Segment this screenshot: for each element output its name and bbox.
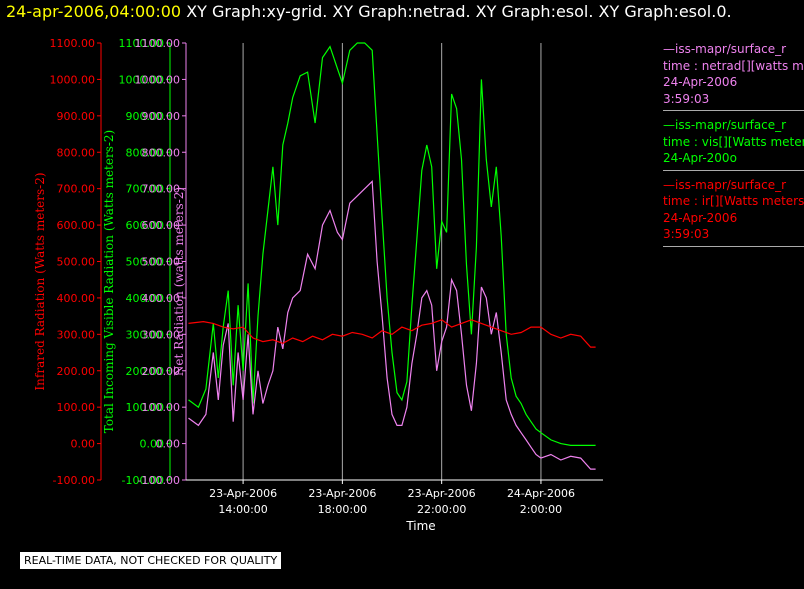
y-tick-label-vis: 300.00 — [126, 328, 165, 341]
y-tick-label-vis: 800.00 — [126, 146, 165, 159]
title-graph-list: XY Graph:xy-grid. XY Graph:netrad. XY Gr… — [186, 2, 732, 21]
series-line-ir — [188, 319, 596, 348]
series-line-net — [188, 180, 596, 470]
y-tick-label-vis: 600.00 — [126, 219, 165, 232]
title-bar: 24-apr-2006,04:00:00 XY Graph:xy-grid. X… — [6, 2, 732, 21]
series-line-vis — [188, 42, 596, 446]
y-tick-label-net: 500.00 — [142, 256, 181, 269]
y-tick-label-vis: -100.00 — [122, 474, 164, 487]
y-tick-label-ir: 0.00 — [71, 438, 96, 451]
y-tick-label-ir: 900.00 — [57, 110, 96, 123]
legend-entry-text: time : ir[][Watts meters — [663, 194, 804, 208]
y-tick-label-vis: 500.00 — [126, 256, 165, 269]
y-tick-label-net: 0.00 — [156, 438, 181, 451]
x-tick-date-1: 23-Apr-2006 — [308, 487, 376, 500]
y-tick-label-ir: 700.00 — [57, 183, 96, 196]
y-tick-label-vis: 1100.00 — [119, 37, 165, 50]
y-tick-label-ir: 500.00 — [57, 256, 96, 269]
x-tick-time-1: 18:00:00 — [318, 503, 367, 516]
y-axis-title-vis: Total Incoming Visible Radiation (Watts … — [102, 130, 116, 434]
x-tick-date-2: 23-Apr-2006 — [408, 487, 476, 500]
x-tick-time-0: 14:00:00 — [218, 503, 267, 516]
y-tick-label-net: 400.00 — [142, 292, 181, 305]
y-tick-label-ir: 1000.00 — [50, 73, 96, 86]
y-tick-label-vis: 100.00 — [126, 401, 165, 414]
y-tick-label-vis: 400.00 — [126, 292, 165, 305]
x-tick-date-0: 23-Apr-2006 — [209, 487, 277, 500]
y-axis-title-net: Net Radiation (watts meters-2) — [172, 187, 186, 376]
legend-entry-text: 3:59:03 — [663, 227, 710, 241]
legend-entry-text: time : netrad[][watts m — [663, 58, 804, 73]
y-tick-label-vis: 700.00 — [126, 183, 165, 196]
y-tick-label-net: 900.00 — [142, 110, 181, 123]
y-tick-label-ir: 100.00 — [57, 401, 96, 414]
y-tick-label-ir: 300.00 — [57, 328, 96, 341]
y-axis-title-ir: Infrared Radiation (Watts meters-2) — [33, 172, 47, 390]
y-tick-label-net: 800.00 — [142, 146, 181, 159]
x-tick-time-3: 2:00:00 — [520, 503, 562, 516]
y-tick-label-vis: 1000.00 — [119, 73, 165, 86]
y-tick-label-vis: 0.00 — [140, 438, 165, 451]
y-tick-label-net: 1000.00 — [135, 73, 181, 86]
y-tick-label-net: -100.00 — [138, 474, 180, 487]
y-tick-label-vis: 200.00 — [126, 365, 165, 378]
y-tick-label-vis: 900.00 — [126, 110, 165, 123]
y-tick-label-net: 600.00 — [142, 219, 181, 232]
y-tick-label-net: 700.00 — [142, 183, 181, 196]
title-timestamp: 24-apr-2006,04:00:00 — [6, 2, 182, 21]
y-tick-label-net: 200.00 — [142, 365, 181, 378]
legend-entry-text: —iss-mapr/surface_r — [663, 177, 787, 192]
legend-entry-text: 3:59:03 — [663, 91, 710, 106]
y-tick-label-net: 300.00 — [142, 328, 181, 341]
legend-entry-text: 24-Apr-2006 — [663, 210, 738, 225]
legend-entry-text: time : vis[][Watts meter — [663, 134, 804, 149]
quality-note: REAL-TIME DATA, NOT CHECKED FOR QUALITY — [20, 552, 282, 569]
y-tick-label-ir: 1100.00 — [50, 37, 96, 50]
x-tick-time-2: 22:00:00 — [417, 503, 466, 516]
y-tick-label-ir: 200.00 — [57, 365, 96, 378]
y-tick-label-ir: 800.00 — [57, 146, 96, 159]
y-tick-label-ir: 600.00 — [57, 219, 96, 232]
legend-entry-text: —iss-mapr/surface_r — [663, 118, 787, 132]
y-tick-label-ir: -100.00 — [53, 474, 95, 487]
y-tick-label-ir: 400.00 — [57, 292, 96, 305]
x-axis-title: Time — [405, 519, 435, 533]
legend-entry-text: 24-Apr-200o — [663, 151, 737, 165]
y-tick-label-net: 1100.00 — [135, 37, 181, 50]
x-tick-date-3: 24-Apr-2006 — [507, 487, 575, 500]
legend-entry-text: 24-Apr-2006 — [663, 75, 738, 89]
legend-entry-text: —iss-mapr/surface_r — [663, 42, 787, 56]
y-tick-label-net: 100.00 — [142, 401, 181, 414]
